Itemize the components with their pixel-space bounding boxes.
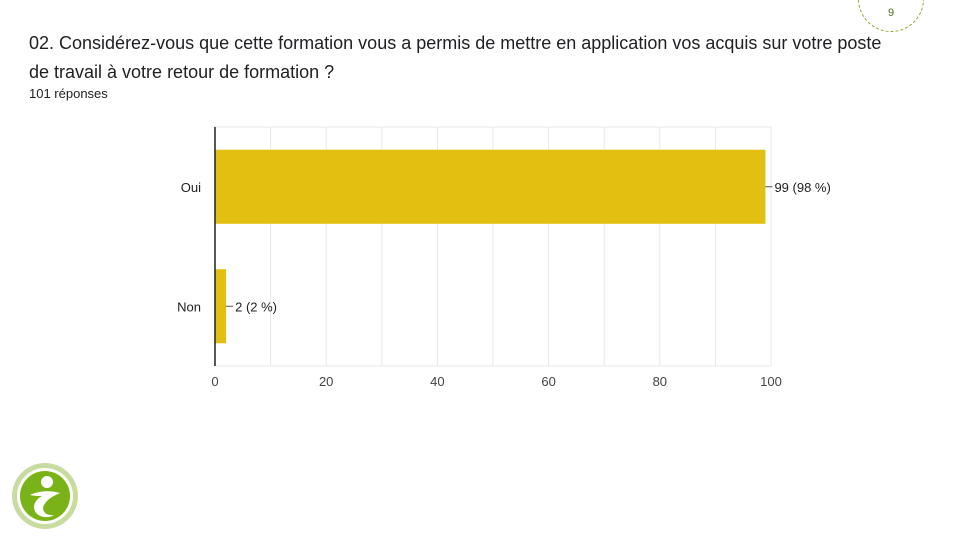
data-label: 99 (98 %) (774, 180, 830, 195)
x-tick-label: 80 (653, 374, 667, 389)
page-number: 9 (887, 7, 895, 19)
x-tick-label: 60 (541, 374, 555, 389)
x-tick-label: 20 (319, 374, 333, 389)
x-tick-label: 40 (430, 374, 444, 389)
x-tick-label: 0 (211, 374, 218, 389)
category-label: Oui (181, 180, 201, 195)
bar-non (215, 269, 227, 344)
data-label: 2 (2 %) (235, 299, 277, 314)
category-label: Non (177, 299, 201, 314)
person-swirl-logo (12, 463, 78, 529)
response-count: 101 réponses (29, 86, 108, 101)
question-title: 02. Considérez-vous que cette formation … (29, 33, 882, 82)
bar-oui (215, 149, 766, 224)
x-tick-label: 100 (760, 374, 782, 389)
